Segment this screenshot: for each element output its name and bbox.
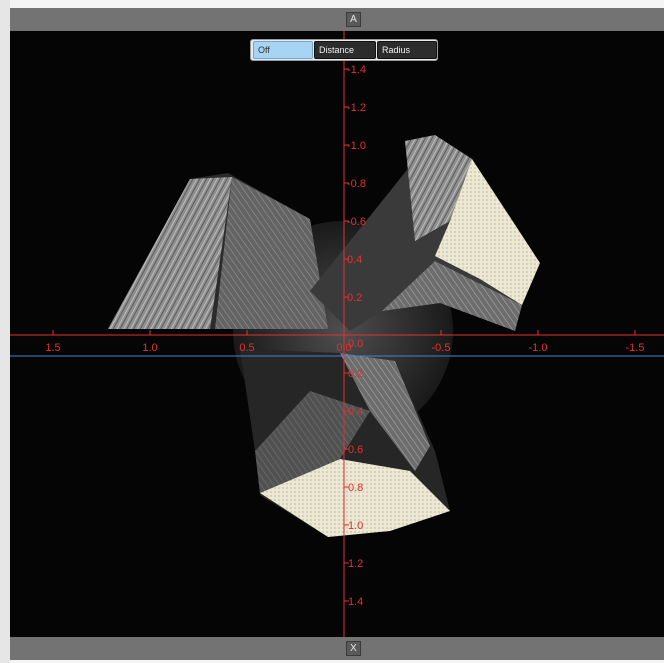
image-viewport[interactable]: 1.5 1.0 0.5 0.0 -0.5 -1.0 -1.5 0.2 0.4 -0.6 -0.8 -1… [10, 31, 664, 637]
y-tick-label: -0.8 [347, 178, 366, 190]
bottom-toolbar: X [10, 637, 664, 660]
mode-off-button[interactable]: Off [253, 41, 313, 59]
x-tick-label: -1.0 [529, 342, 548, 354]
y-tick-label: -1.2 [347, 102, 366, 114]
y-tick-label: 0.2 [347, 292, 362, 304]
y-tick-label: 0.0 [348, 338, 363, 350]
left-frame-strip [0, 0, 10, 663]
y-tick-label: 0.2 [348, 368, 363, 380]
y-tick-label: 1.4 [348, 596, 363, 608]
top-toggle-button[interactable]: A [346, 12, 361, 27]
x-tick-label: 0.5 [239, 342, 254, 354]
y-tick-label: 1.2 [348, 558, 363, 570]
mode-distance-button[interactable]: Distance [314, 41, 376, 59]
y-tick-label: 0.8 [348, 482, 363, 494]
mode-radius-button[interactable]: Radius [377, 41, 437, 59]
bottom-toggle-button[interactable]: X [346, 641, 361, 656]
y-tick-label: 0.4 [347, 254, 362, 266]
x-tick-label: 0.0 [336, 342, 351, 354]
y-tick-label: -1.4 [347, 64, 366, 76]
measure-mode-toggle: Off Distance Radius [250, 39, 438, 61]
top-toolbar: A [10, 8, 664, 31]
y-tick-label: 0.6 [348, 444, 363, 456]
y-tick-label: 0.4 [348, 406, 363, 418]
y-tick-label: -1.0 [347, 140, 366, 152]
x-tick-label: 1.5 [45, 342, 60, 354]
microscope-image [108, 135, 540, 537]
x-tick-label: 1.0 [142, 342, 157, 354]
x-tick-label: -0.5 [432, 342, 451, 354]
x-tick-label: -1.5 [626, 342, 645, 354]
y-tick-label: -0.6 [347, 216, 366, 228]
axis-overlay: 1.5 1.0 0.5 0.0 -0.5 -1.0 -1.5 0.2 0.4 -0.6 -0.8 -1… [10, 31, 664, 637]
y-tick-label: 1.0 [348, 520, 363, 532]
